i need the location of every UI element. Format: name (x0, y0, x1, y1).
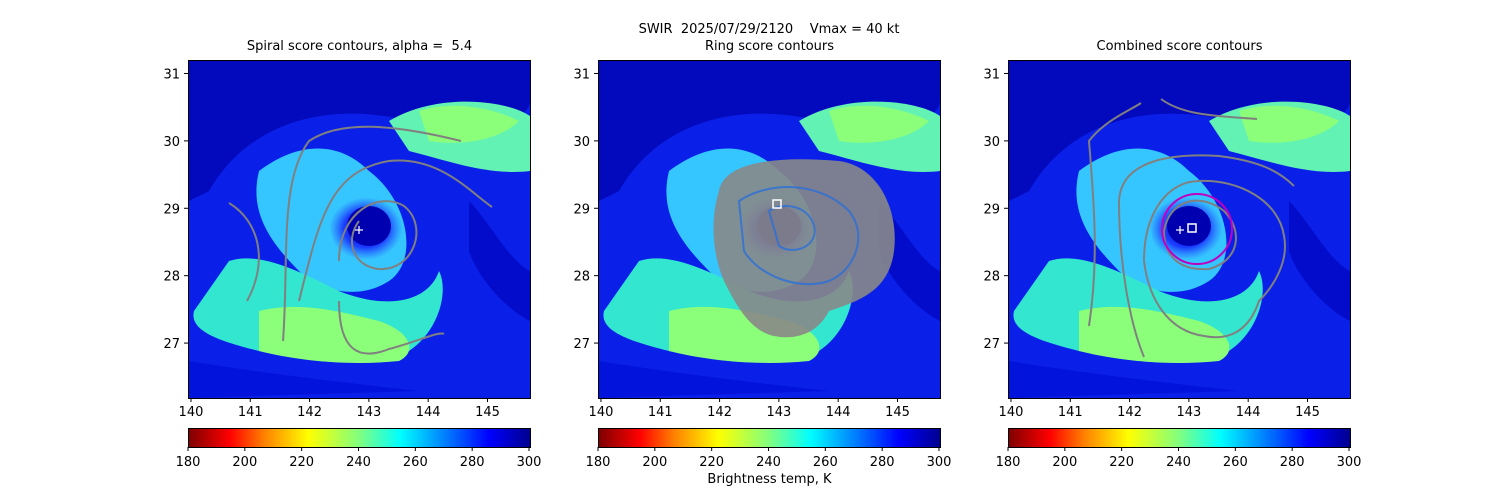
y-tick-label: 31 (163, 67, 180, 82)
square-marker (1187, 223, 1197, 233)
panel-combined: Combined score contours (1008, 0, 1351, 500)
y-tick-label: 27 (983, 337, 1000, 352)
y-tick-label: 31 (983, 67, 1000, 82)
panel-spiral: Spiral score contours, alpha = 5.4 (188, 0, 531, 500)
panel-title: Combined score contours (1096, 39, 1263, 54)
panel-title: Spiral score contours, alpha = 5.4 (246, 39, 473, 54)
ring-score-blob (713, 159, 895, 338)
colorbar (598, 428, 941, 448)
colorbar-label: Brightness temp, K (707, 472, 832, 487)
contour-line (338, 200, 418, 271)
contour-line (228, 202, 260, 302)
contour-line (1143, 179, 1286, 339)
y-tick-label: 29 (983, 202, 1000, 217)
y-tick-label: 30 (573, 135, 590, 150)
y-tick-label: 29 (163, 202, 180, 217)
spiral-contours (228, 125, 493, 355)
contour-line (1160, 98, 1258, 120)
satellite-image (1008, 60, 1351, 399)
contour-line (338, 300, 445, 355)
contour-line (1117, 154, 1295, 358)
y-tick-label: 30 (983, 135, 1000, 150)
y-tick-label: 31 (573, 67, 590, 82)
y-tick-label: 29 (573, 202, 590, 217)
plus-marker (355, 226, 363, 234)
colorbar (188, 428, 531, 448)
heatmap-svg-2 (599, 61, 940, 398)
contour-line (282, 125, 462, 342)
colorbar (1008, 428, 1351, 448)
y-tick-label: 27 (163, 337, 180, 352)
y-tick-label: 28 (983, 270, 1000, 285)
combined-contours (1087, 98, 1295, 358)
panel-title: Ring score contours (704, 39, 835, 54)
contour-line (1087, 102, 1142, 327)
contour-line (298, 159, 493, 302)
satellite-image (598, 60, 941, 399)
heatmap-svg-1 (189, 61, 530, 398)
contour-line (1163, 199, 1237, 271)
square-marker (772, 199, 782, 209)
y-tick-label: 30 (163, 135, 180, 150)
y-tick-label: 28 (163, 270, 180, 285)
heatmap-svg-3 (1009, 61, 1350, 398)
panel-ring: Ring score contours (598, 0, 941, 500)
max-score-circle (1161, 193, 1233, 265)
y-tick-label: 28 (573, 270, 590, 285)
y-tick-label: 27 (573, 337, 590, 352)
figure-suptitle: SWIR 2025/07/29/2120 Vmax = 40 kt (638, 22, 900, 37)
satellite-image (188, 60, 531, 399)
plus-marker (1176, 226, 1184, 234)
